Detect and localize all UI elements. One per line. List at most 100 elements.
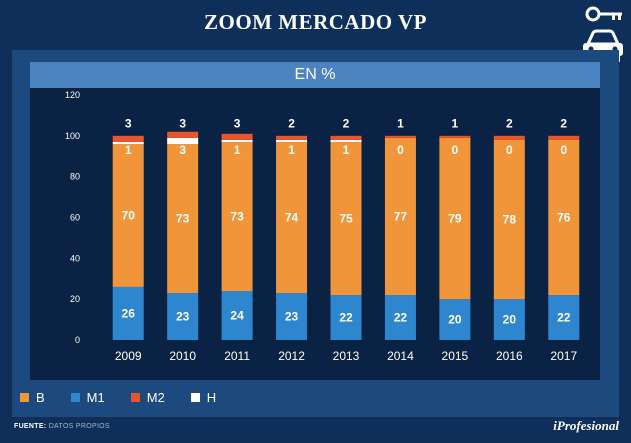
bar-m2 bbox=[548, 135, 580, 140]
y-tick-label: 40 bbox=[70, 253, 80, 263]
data-label-m2: 1 bbox=[452, 117, 459, 131]
data-label-m1: 22 bbox=[394, 311, 408, 325]
x-tick-label: 2010 bbox=[169, 349, 196, 363]
bar-m2 bbox=[221, 133, 253, 140]
data-label-h: 1 bbox=[288, 143, 295, 157]
chart-subtitle: EN % bbox=[30, 62, 600, 88]
bar-m1 bbox=[330, 295, 362, 340]
data-label-h: 1 bbox=[343, 143, 350, 157]
bar-b bbox=[493, 139, 525, 300]
data-label-m1: 24 bbox=[230, 309, 244, 323]
bar-b bbox=[221, 141, 253, 291]
data-label-b: 77 bbox=[394, 209, 408, 223]
y-tick-label: 60 bbox=[70, 213, 80, 223]
data-label-m2: 2 bbox=[288, 117, 295, 131]
data-label-h: 0 bbox=[452, 143, 459, 157]
bar-h bbox=[112, 141, 144, 144]
bar-m2 bbox=[384, 135, 416, 138]
bar-b bbox=[439, 137, 471, 300]
legend-item-m2: M2 bbox=[130, 389, 165, 405]
bar-m1 bbox=[548, 295, 580, 340]
brand-logo: iProfesional bbox=[553, 418, 619, 433]
bar-b bbox=[167, 144, 199, 294]
chart-legend: B M1 M2 H bbox=[20, 388, 242, 406]
data-label-h: 0 bbox=[506, 143, 513, 157]
data-label-m2: 2 bbox=[343, 117, 350, 131]
header-bar: ZOOM MERCADO VP bbox=[0, 0, 631, 62]
data-label-h: 3 bbox=[179, 143, 186, 157]
key-icon bbox=[585, 6, 622, 22]
data-label-b: 76 bbox=[557, 211, 571, 225]
bar-h bbox=[167, 137, 199, 144]
data-label-m2: 3 bbox=[125, 117, 132, 131]
bar-m1 bbox=[221, 291, 253, 340]
bar-h bbox=[221, 139, 253, 142]
data-label-m2: 3 bbox=[179, 117, 186, 131]
bar-m1 bbox=[276, 293, 308, 340]
data-label-m1: 23 bbox=[176, 310, 190, 324]
data-label-b: 70 bbox=[122, 208, 136, 222]
bar-m2 bbox=[112, 135, 144, 142]
bar-m2 bbox=[276, 135, 308, 140]
y-tick-label: 0 bbox=[75, 335, 80, 345]
bar-m1 bbox=[439, 299, 471, 340]
bar-b bbox=[112, 144, 144, 287]
bar-m2 bbox=[167, 131, 199, 138]
page-title: ZOOM MERCADO VP bbox=[204, 10, 427, 34]
x-tick-label: 2017 bbox=[550, 349, 577, 363]
legend-swatch bbox=[130, 392, 140, 402]
data-label-b: 73 bbox=[176, 212, 190, 226]
bar-b bbox=[330, 141, 362, 296]
bar-m1 bbox=[493, 299, 525, 340]
data-label-b: 79 bbox=[448, 212, 462, 226]
y-tick-label: 100 bbox=[65, 131, 80, 141]
bar-h bbox=[276, 139, 308, 142]
legend-item-h: H bbox=[190, 390, 216, 405]
data-label-m2: 2 bbox=[560, 117, 567, 131]
data-label-b: 73 bbox=[230, 209, 244, 223]
x-tick-label: 2011 bbox=[224, 349, 250, 363]
legend-label: B bbox=[36, 389, 45, 405]
bar-h bbox=[330, 139, 362, 142]
legend-label: M1 bbox=[86, 389, 105, 405]
legend-swatch bbox=[20, 392, 29, 402]
legend-swatch bbox=[70, 392, 80, 402]
footer-bar bbox=[0, 417, 631, 443]
bar-m2 bbox=[330, 135, 362, 140]
bar-m1 bbox=[112, 286, 144, 340]
legend-item-m1: M1 bbox=[70, 389, 105, 405]
x-tick-label: 2016 bbox=[496, 349, 523, 363]
data-label-b: 75 bbox=[339, 212, 353, 226]
data-label-m1: 20 bbox=[448, 313, 462, 327]
x-tick-label: 2013 bbox=[333, 349, 360, 363]
bar-m1 bbox=[384, 295, 416, 340]
bar-m1 bbox=[167, 293, 199, 340]
data-label-b: 74 bbox=[285, 211, 299, 225]
legend-item-b: B bbox=[20, 390, 45, 405]
bar-m2 bbox=[439, 135, 471, 138]
data-label-h: 1 bbox=[234, 143, 241, 157]
y-tick-label: 20 bbox=[70, 294, 80, 304]
data-label-m1: 23 bbox=[285, 310, 299, 324]
data-label-h: 1 bbox=[125, 143, 132, 157]
data-label-h: 0 bbox=[560, 143, 567, 157]
x-tick-label: 2015 bbox=[442, 349, 469, 363]
bar-b bbox=[276, 141, 308, 294]
x-tick-label: 2014 bbox=[387, 349, 414, 363]
data-label-b: 78 bbox=[503, 213, 517, 227]
bar-b bbox=[548, 139, 580, 296]
x-tick-label: 2012 bbox=[278, 349, 305, 363]
data-label-m2: 1 bbox=[397, 117, 404, 131]
bar-m2 bbox=[493, 135, 525, 140]
y-tick-label: 120 bbox=[65, 90, 80, 100]
legend-label: M2 bbox=[146, 389, 165, 405]
data-label-m1: 22 bbox=[339, 311, 353, 325]
source-note: FUENTE: DATOS PROPIOS bbox=[14, 423, 110, 430]
source-text: DATOS PROPIOS bbox=[48, 423, 110, 430]
y-tick-label: 80 bbox=[70, 172, 80, 182]
x-tick-label: 2009 bbox=[115, 349, 142, 363]
data-label-m2: 2 bbox=[506, 117, 513, 131]
source-label: FUENTE: bbox=[14, 423, 47, 430]
bar-b bbox=[384, 137, 416, 296]
